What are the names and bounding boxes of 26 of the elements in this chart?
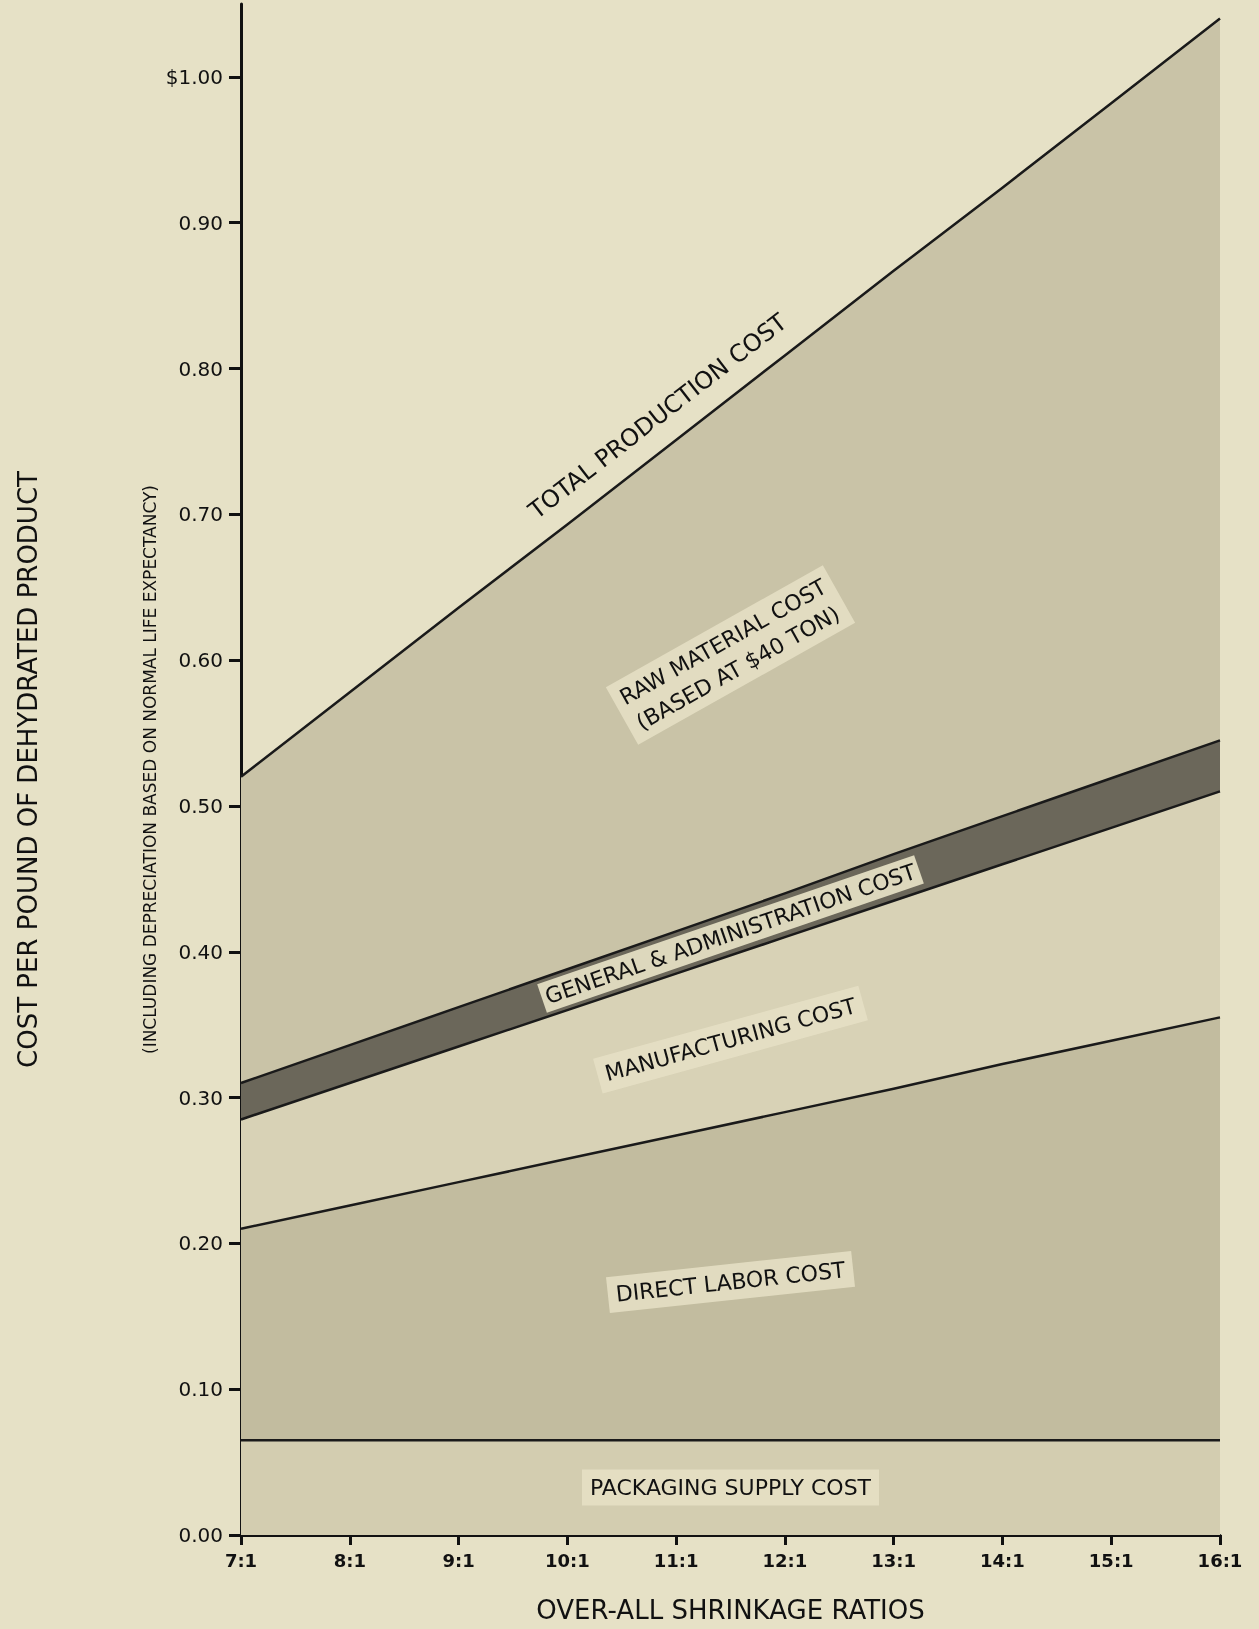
y-tick-label: 0.70 <box>178 502 223 527</box>
x-tick-label: 15:1 <box>1088 1549 1134 1571</box>
y-tick-label: $1.00 <box>165 64 223 89</box>
x-tick-label: 16:1 <box>1197 1549 1243 1571</box>
y-tick-label: 0.50 <box>178 793 223 818</box>
y-tick-label: 0.40 <box>178 939 223 964</box>
y-tick-label: 0.80 <box>178 356 223 381</box>
series-label: PACKAGING SUPPLY COST <box>589 1475 872 1501</box>
y-tick-label: 0.10 <box>178 1377 223 1402</box>
y-tick-label: 0.30 <box>178 1085 223 1110</box>
x-tick-label: 13:1 <box>871 1549 917 1571</box>
text: (INCLUDING DEPRECIATION BASED ON NORMAL LIFE EXPECTANCY) <box>140 485 160 1054</box>
series-label: DIRECT LABOR COST <box>614 1257 847 1307</box>
x-tick-label: 14:1 <box>980 1549 1025 1571</box>
y-tick-label: 0.60 <box>178 648 223 673</box>
y-tick-label: 0.00 <box>178 1523 223 1547</box>
x-tick-label: 11:1 <box>653 1549 699 1571</box>
y-tick-label: 0.90 <box>178 210 223 235</box>
x-tick-label: 12:1 <box>762 1549 808 1571</box>
x-tick-label: 7:1 <box>224 1549 258 1571</box>
y-tick-label: 0.20 <box>178 1231 223 1256</box>
x-tick-label: 8:1 <box>333 1549 366 1571</box>
x-tick-label: 9:1 <box>442 1549 475 1571</box>
y-axis-title: COST PER POUND OF DEHYDRATED PRODUCT <box>13 470 43 1068</box>
x-axis-title: OVER-ALL SHRINKAGE RATIOS <box>536 1595 925 1625</box>
x-tick-label: 10:1 <box>544 1549 590 1571</box>
